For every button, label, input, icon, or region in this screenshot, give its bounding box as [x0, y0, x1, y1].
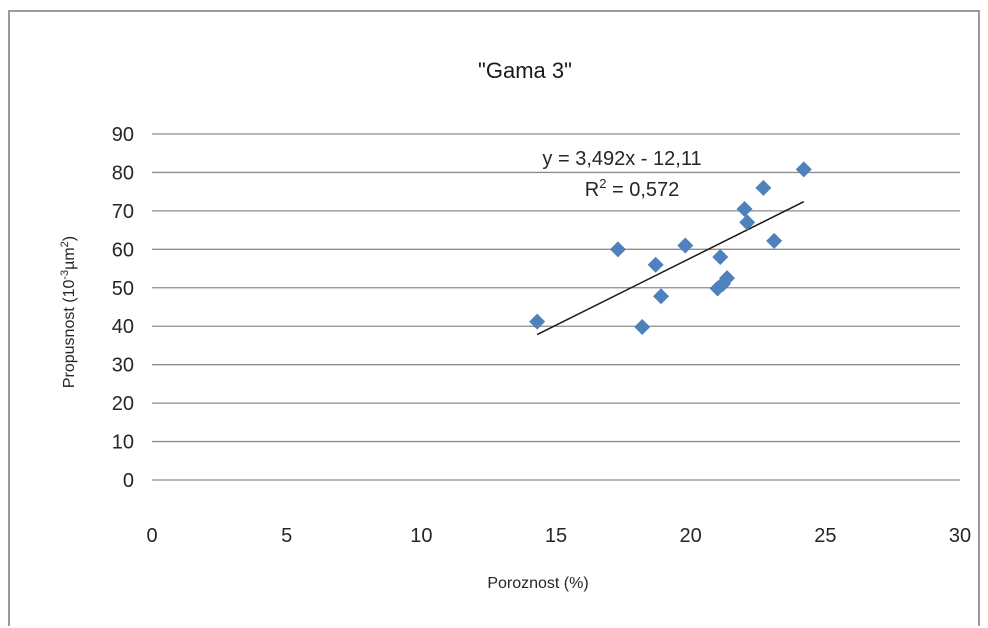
- y-tick-label: 10: [112, 432, 134, 454]
- y-label-main: Propusnost (10: [61, 280, 78, 389]
- y-label-exp2: 2: [59, 241, 71, 247]
- data-point: [736, 200, 753, 217]
- data-point: [529, 313, 546, 330]
- data-point: [755, 179, 772, 196]
- x-tick-label: 20: [680, 525, 702, 547]
- y-tick-label: 40: [112, 316, 134, 338]
- data-point: [609, 241, 626, 258]
- x-axis-label: Poroznost (%): [487, 575, 588, 592]
- data-point: [647, 256, 664, 273]
- y-label-end: ): [61, 236, 78, 241]
- y-tick-label: 50: [112, 278, 134, 300]
- r2-superscript: 2: [599, 176, 606, 191]
- data-point: [795, 161, 812, 178]
- y-axis-label: Propusnost (10-3µm2): [59, 236, 78, 388]
- y-tick-label: 70: [112, 201, 134, 223]
- chart-title: "Gama 3": [478, 58, 572, 83]
- r-squared-label: R2 = 0,572: [585, 176, 680, 201]
- chart-frame: 0 10 20 30 40 50 60 70 80 90 0 5 10 15 20 25 30 "Gama 3"…: [8, 10, 980, 626]
- x-tick-label: 30: [949, 525, 971, 547]
- r2-prefix: R: [585, 179, 599, 201]
- data-point: [766, 232, 783, 249]
- data-points: [529, 161, 812, 335]
- x-tick-label: 10: [410, 525, 432, 547]
- y-tick-label: 80: [112, 162, 134, 184]
- x-tick-label: 15: [545, 525, 567, 547]
- tick-labels: 0 10 20 30 40 50 60 70 80 90 0 5 10 15 20 25 30: [112, 124, 971, 547]
- y-tick-label: 90: [112, 124, 134, 146]
- gridlines: [152, 133, 960, 443]
- trendline: [536, 201, 805, 336]
- data-point: [712, 249, 729, 266]
- x-tick-label: 5: [281, 525, 292, 547]
- y-tick-label: 0: [123, 470, 134, 492]
- y-tick-label: 60: [112, 239, 134, 261]
- data-point: [634, 318, 651, 335]
- data-point: [653, 288, 670, 305]
- y-tick-label: 20: [112, 393, 134, 415]
- data-point: [677, 237, 694, 254]
- y-label-mid: µm: [61, 247, 78, 270]
- data-point: [719, 270, 736, 287]
- data-point: [739, 214, 756, 231]
- y-label-exp1: -3: [59, 270, 71, 280]
- scatter-chart: 0 10 20 30 40 50 60 70 80 90 0 5 10 15 20 25 30 "Gama 3"…: [59, 58, 971, 592]
- y-tick-label: 30: [112, 355, 134, 377]
- r2-value: = 0,572: [606, 179, 679, 201]
- trendline-group: [536, 201, 805, 336]
- x-tick-label: 0: [146, 525, 157, 547]
- x-tick-label: 25: [814, 525, 836, 547]
- trendline-equation: y = 3,492x - 12,11: [542, 148, 701, 170]
